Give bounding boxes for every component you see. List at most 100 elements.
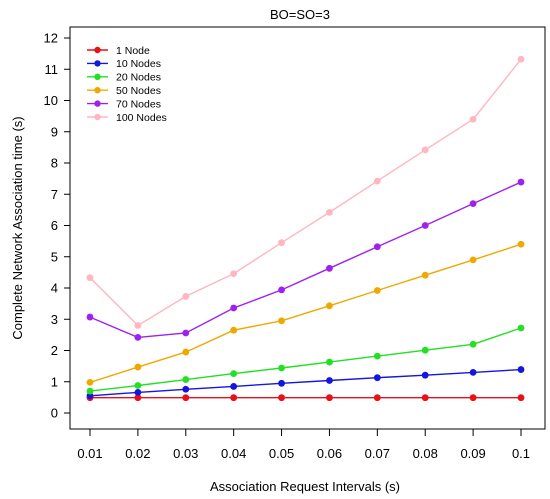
legend-swatch-marker xyxy=(94,60,101,67)
x-tick-label: 0.04 xyxy=(221,446,246,461)
data-point xyxy=(182,329,190,337)
data-point xyxy=(182,376,190,383)
y-axis-label: Complete Network Association time (s) xyxy=(10,116,25,339)
y-tick-label: 9 xyxy=(51,124,58,139)
data-point xyxy=(326,264,333,272)
y-tick-label: 11 xyxy=(45,62,59,77)
y-tick-label: 7 xyxy=(51,187,58,202)
legend-swatch-marker xyxy=(94,73,101,81)
data-point xyxy=(134,382,142,389)
x-tick-label: 0.08 xyxy=(413,446,438,461)
data-point xyxy=(421,146,429,154)
data-point xyxy=(230,326,238,334)
series-5 xyxy=(86,55,525,329)
data-point xyxy=(86,378,94,386)
data-point xyxy=(86,274,94,282)
data-point xyxy=(278,394,285,402)
legend-label: 70 Nodes xyxy=(116,98,161,110)
series-line xyxy=(89,58,522,327)
plot-frame xyxy=(69,26,546,430)
series-line xyxy=(89,368,522,397)
series-3 xyxy=(86,240,525,386)
y-tick-label: 0 xyxy=(51,406,58,421)
legend-entry: 100 Nodes xyxy=(87,112,167,124)
data-point xyxy=(86,392,94,400)
data-point xyxy=(421,222,429,229)
series-4 xyxy=(86,178,525,341)
y-tick-label: 3 xyxy=(51,312,58,327)
data-point xyxy=(373,374,381,382)
y-tick-label: 6 xyxy=(51,218,58,233)
x-tick-label: 0.03 xyxy=(173,446,198,461)
data-point xyxy=(421,271,429,279)
data-point xyxy=(517,366,525,373)
legend-label: 1 Node xyxy=(116,45,150,57)
legend-label: 10 Nodes xyxy=(116,58,161,70)
data-point xyxy=(86,387,94,395)
data-point xyxy=(469,394,477,402)
y-tick-label: 12 xyxy=(44,31,58,46)
data-point xyxy=(421,346,429,354)
data-point xyxy=(182,348,190,356)
x-tick-label: 0.06 xyxy=(317,446,342,461)
data-point xyxy=(469,256,477,264)
data-point xyxy=(421,371,429,379)
legend-swatch-marker xyxy=(94,46,101,54)
data-point xyxy=(230,304,238,312)
data-point xyxy=(326,208,333,216)
legend-entry: 20 Nodes xyxy=(87,72,161,84)
data-point xyxy=(230,383,238,390)
data-point xyxy=(86,313,94,321)
legend-label: 100 Nodes xyxy=(116,112,167,124)
data-point xyxy=(517,324,525,332)
legend-swatch-marker xyxy=(94,100,101,107)
data-point xyxy=(182,394,190,402)
y-tick-label: 4 xyxy=(51,281,58,296)
series-line xyxy=(89,327,522,392)
data-point xyxy=(469,368,477,376)
legend-swatch-marker xyxy=(94,87,101,94)
y-tick-label: 1 xyxy=(51,374,58,389)
data-point xyxy=(517,55,525,63)
data-point xyxy=(469,115,477,123)
y-tick-label: 10 xyxy=(44,93,58,108)
series-line xyxy=(89,181,522,339)
data-point xyxy=(134,394,142,402)
data-point xyxy=(278,286,285,294)
data-point xyxy=(373,177,381,185)
data-point xyxy=(421,394,429,402)
data-point xyxy=(517,394,525,402)
chart-title: BO=SO=3 xyxy=(270,7,330,22)
x-tick-label: 0.09 xyxy=(460,446,485,461)
x-axis: 0.01 0.02 0.03 0.04 0.05 0.06 0.07 0.08 0.09 0.1 xyxy=(77,429,530,461)
data-point xyxy=(278,379,285,387)
data-point xyxy=(278,239,285,247)
data-point xyxy=(326,394,333,402)
y-tick-label: 8 xyxy=(51,156,58,171)
data-point xyxy=(230,270,238,278)
series-0 xyxy=(86,394,525,402)
data-point xyxy=(134,388,142,396)
x-tick-label: 0.07 xyxy=(365,446,390,461)
x-tick-label: 0.01 xyxy=(77,446,102,461)
x-axis-label: Association Request Intervals (s) xyxy=(210,479,400,494)
legend-swatch-marker xyxy=(94,113,101,121)
x-tick-label: 0.1 xyxy=(512,446,530,461)
legend-entry: 10 Nodes xyxy=(87,58,161,70)
legend-label: 50 Nodes xyxy=(116,85,161,97)
series-layer xyxy=(86,55,525,402)
legend-entry: 70 Nodes xyxy=(87,98,161,110)
data-point xyxy=(373,352,381,360)
x-tick-label: 0.05 xyxy=(269,446,294,461)
data-point xyxy=(134,322,142,329)
data-point xyxy=(517,240,525,248)
legend-entry: 1 Node xyxy=(87,45,150,57)
data-point xyxy=(278,364,285,372)
series-line xyxy=(89,243,522,384)
data-point xyxy=(134,333,142,341)
data-point xyxy=(373,287,381,294)
data-point xyxy=(182,385,190,393)
